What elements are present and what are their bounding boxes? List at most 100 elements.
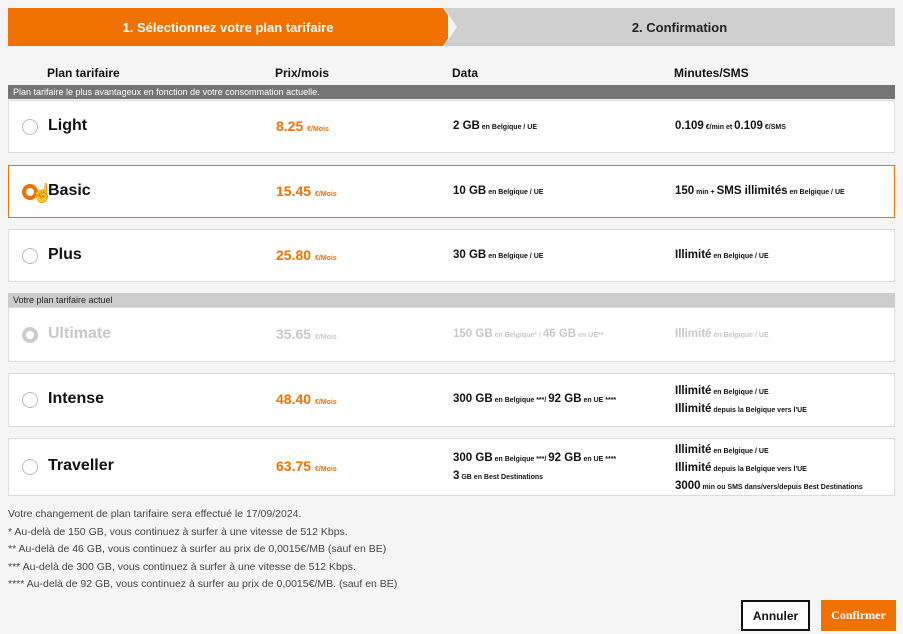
cell-line: 30 GB en Belgique / UE bbox=[453, 247, 543, 265]
header-data: Data bbox=[452, 66, 479, 80]
cell-text: Illimité bbox=[675, 385, 712, 397]
cell-text: 3 bbox=[453, 470, 460, 482]
footnote: ** Au-delà de 46 GB, vous continuez à su… bbox=[8, 543, 387, 555]
cell-text: en Belgique ***/ bbox=[492, 397, 549, 404]
price-unit: €/Mois bbox=[314, 466, 337, 473]
plan-data: 300 GB en Belgique ***/ 92 GB en UE **** bbox=[453, 391, 616, 409]
cell-text: Illimité bbox=[675, 327, 712, 340]
plan-name: Basic bbox=[48, 181, 91, 199]
cell-text: en Belgique / UE bbox=[787, 188, 845, 196]
price-value: 48.40 bbox=[276, 391, 312, 407]
price-value: 35.65 bbox=[276, 325, 312, 342]
plan-row-traveller[interactable]: Traveller 63.75 €/Mois 300 GB en Belgique … bbox=[8, 438, 895, 496]
cell-text: en Belgique / UE bbox=[711, 252, 769, 260]
plan-price: 63.75 €/Mois bbox=[276, 458, 337, 474]
plan-minutes-sms: 150 min + SMS illimités en Belgique / UE bbox=[675, 183, 845, 201]
cell-text: 10 GB bbox=[453, 184, 487, 197]
recommended-band: Plan tarifaire le plus avantageux en fon… bbox=[8, 85, 895, 99]
cell-text: 46 GB bbox=[542, 327, 577, 340]
radio-button[interactable] bbox=[22, 183, 38, 200]
cell-line: Illimité en Belgique / UE bbox=[675, 442, 863, 460]
cell-text: en UE** bbox=[576, 331, 604, 339]
cell-line: Illimité en Belgique / UE bbox=[675, 247, 769, 265]
plan-name: Plus bbox=[48, 245, 82, 263]
progress-steps: 1. Sélectionnez votre plan tarifaire 2. … bbox=[8, 8, 895, 46]
plan-price: 48.40 €/Mois bbox=[276, 391, 337, 407]
cell-text: 3000 bbox=[675, 480, 701, 492]
radio-button[interactable] bbox=[22, 459, 38, 475]
cell-line: Illimité depuis la Belgique vers l'UE bbox=[675, 460, 863, 478]
cell-text: 300 GB bbox=[453, 393, 493, 405]
plan-name: Intense bbox=[48, 390, 105, 407]
cell-text: €/min et bbox=[703, 123, 735, 131]
plan-price: 25.80 €/Mois bbox=[276, 247, 337, 263]
plan-data: 10 GB en Belgique / UE bbox=[453, 183, 543, 201]
cell-text: en UE **** bbox=[581, 456, 617, 463]
radio-button bbox=[22, 326, 38, 343]
plan-data: 30 GB en Belgique / UE bbox=[453, 247, 543, 265]
cell-line: 0.109 €/min et 0.109 €/SMS bbox=[675, 118, 786, 136]
price-value: 8.25 bbox=[276, 117, 304, 134]
cell-line: 3000 min ou SMS dans/vers/depuis Best De… bbox=[675, 478, 863, 496]
footnote: *** Au-delà de 300 GB, vous continuez à … bbox=[8, 560, 356, 573]
radio-button[interactable] bbox=[22, 118, 38, 135]
plan-row-ultimate: Ultimate 35.65 €/Mois 150 GB en Belgique* … bbox=[8, 307, 895, 362]
price-unit: €/Mois bbox=[314, 333, 337, 341]
cell-text: 0.109 bbox=[734, 119, 763, 132]
cell-line: Illimité en Belgique / UE bbox=[675, 383, 807, 401]
cell-text: €/SMS bbox=[762, 123, 786, 131]
plan-data: 300 GB en Belgique ***/ 92 GB en UE ****… bbox=[453, 450, 616, 486]
cell-text: 92 GB bbox=[548, 393, 582, 405]
plan-row-light[interactable]: Light 8.25 €/Mois 2 GB en Belgique / UE 0.1… bbox=[8, 100, 895, 153]
plan-minutes-sms: Illimité en Belgique / UE bbox=[675, 326, 769, 344]
plan-row-intense[interactable]: Intense 48.40 €/Mois 300 GB en Belgique **… bbox=[8, 373, 895, 427]
price-value: 25.80 bbox=[276, 246, 312, 263]
plan-name: Light bbox=[48, 116, 88, 134]
price-value: 63.75 bbox=[276, 458, 312, 474]
cell-text: depuis la Belgique vers l'UE bbox=[711, 407, 807, 414]
cell-text: en Belgique* / bbox=[492, 331, 543, 339]
cell-text: min ou SMS dans/vers/depuis Best Destina… bbox=[700, 484, 863, 491]
header-plan: Plan tarifaire bbox=[47, 66, 120, 80]
cell-text: en UE **** bbox=[581, 397, 617, 404]
plan-row-basic[interactable]: Basic 15.45 €/Mois 10 GB en Belgique / UE 1… bbox=[8, 165, 895, 218]
cell-text: SMS illimités bbox=[716, 184, 788, 197]
cell-text: en Belgique / UE bbox=[711, 448, 769, 455]
cell-text: en Belgique / UE bbox=[711, 389, 769, 396]
cell-line: 300 GB en Belgique ***/ 92 GB en UE **** bbox=[453, 391, 616, 409]
price-value: 15.45 bbox=[276, 182, 312, 199]
step-select-plan: 1. Sélectionnez votre plan tarifaire bbox=[8, 8, 448, 46]
plan-minutes-sms: 0.109 €/min et 0.109 €/SMS bbox=[675, 118, 786, 136]
plan-row-plus[interactable]: Plus 25.80 €/Mois 30 GB en Belgique / UE Il… bbox=[8, 229, 895, 282]
footnote: **** Au-delà de 92 GB, vous continuez à … bbox=[8, 578, 398, 590]
cell-line: 10 GB en Belgique / UE bbox=[453, 183, 543, 201]
cell-text: en Belgique ***/ bbox=[492, 456, 549, 463]
footnote: Votre changement de plan tarifaire sera … bbox=[8, 508, 302, 520]
confirm-button[interactable]: Confirmer bbox=[821, 600, 896, 631]
footnotes: Votre changement de plan tarifaire sera … bbox=[8, 506, 397, 594]
header-minutes: Minutes/SMS bbox=[674, 66, 749, 80]
cell-line: Illimité depuis la Belgique vers l'UE bbox=[675, 401, 807, 419]
footnote: * Au-delà de 150 GB, vous continuez à su… bbox=[8, 525, 348, 538]
cell-line: 150 min + SMS illimités en Belgique / UE bbox=[675, 183, 845, 201]
cell-text: 2 GB bbox=[453, 119, 480, 132]
price-unit: €/Mois bbox=[314, 190, 337, 198]
cell-line: 150 GB en Belgique* / 46 GB en UE** bbox=[453, 326, 603, 344]
plan-price: 35.65 €/Mois bbox=[276, 326, 337, 342]
header-price: Prix/mois bbox=[275, 66, 330, 80]
current-plan-band: Votre plan tarifaire actuel bbox=[8, 293, 895, 307]
cell-text: Illimité bbox=[675, 403, 712, 415]
radio-button[interactable] bbox=[22, 247, 38, 264]
hand-cursor-icon: ☝ bbox=[31, 183, 54, 203]
cell-line: 300 GB en Belgique ***/ 92 GB en UE **** bbox=[453, 450, 616, 468]
plan-price: 15.45 €/Mois bbox=[276, 183, 337, 199]
cancel-button[interactable]: Annuler bbox=[741, 600, 810, 631]
price-unit: €/Mois bbox=[314, 399, 337, 406]
cell-text: en Belgique / UE bbox=[486, 188, 544, 196]
cell-text: 92 GB bbox=[548, 452, 582, 464]
cell-text: min + bbox=[694, 188, 717, 196]
radio-button[interactable] bbox=[22, 392, 38, 408]
plan-price: 8.25 €/Mois bbox=[276, 118, 329, 134]
plan-minutes-sms: Illimité en Belgique / UE bbox=[675, 247, 769, 265]
cell-text: 0.109 bbox=[675, 119, 704, 132]
